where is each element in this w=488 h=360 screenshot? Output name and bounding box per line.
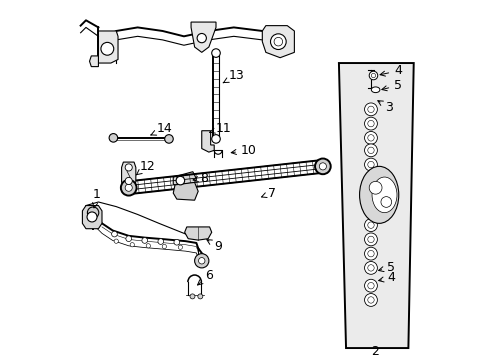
Text: 8: 8	[193, 172, 207, 185]
Circle shape	[364, 144, 377, 157]
Text: 2: 2	[370, 345, 378, 358]
Circle shape	[158, 239, 163, 244]
Circle shape	[197, 33, 206, 43]
Circle shape	[367, 120, 373, 127]
Circle shape	[87, 212, 97, 222]
Text: 12: 12	[136, 160, 155, 175]
Circle shape	[367, 297, 373, 303]
Ellipse shape	[370, 87, 379, 93]
Circle shape	[319, 163, 326, 170]
Text: 4: 4	[378, 271, 394, 284]
Circle shape	[125, 177, 132, 185]
Circle shape	[198, 257, 204, 264]
Circle shape	[125, 236, 131, 242]
Circle shape	[364, 247, 377, 260]
Text: 1: 1	[93, 188, 101, 208]
Circle shape	[314, 158, 330, 174]
Polygon shape	[262, 26, 294, 58]
Text: 9: 9	[206, 240, 222, 253]
Circle shape	[111, 231, 117, 237]
Circle shape	[364, 293, 377, 306]
Circle shape	[114, 239, 118, 243]
Text: 3: 3	[377, 101, 392, 114]
Circle shape	[367, 236, 373, 243]
Text: 6: 6	[197, 269, 213, 285]
Circle shape	[367, 265, 373, 271]
Circle shape	[190, 294, 195, 299]
Polygon shape	[184, 227, 211, 240]
Circle shape	[380, 197, 391, 207]
Circle shape	[164, 135, 173, 143]
Circle shape	[211, 135, 220, 143]
Circle shape	[142, 238, 147, 243]
Polygon shape	[82, 206, 102, 229]
Text: 7: 7	[261, 186, 275, 199]
Circle shape	[130, 243, 134, 247]
Circle shape	[367, 251, 373, 257]
Text: 5: 5	[378, 261, 394, 274]
Circle shape	[364, 219, 377, 231]
Circle shape	[367, 106, 373, 113]
Circle shape	[364, 117, 377, 130]
Circle shape	[273, 37, 282, 46]
Polygon shape	[122, 162, 136, 187]
Circle shape	[270, 34, 285, 50]
Text: 5: 5	[381, 79, 401, 92]
Circle shape	[367, 283, 373, 289]
Circle shape	[146, 244, 150, 248]
Circle shape	[364, 279, 377, 292]
Circle shape	[198, 294, 203, 299]
Circle shape	[176, 176, 184, 185]
Circle shape	[109, 134, 118, 142]
Circle shape	[125, 164, 132, 171]
Circle shape	[364, 131, 377, 144]
Circle shape	[174, 239, 179, 245]
Polygon shape	[202, 131, 214, 152]
Circle shape	[364, 103, 377, 116]
Circle shape	[364, 158, 377, 171]
Circle shape	[364, 261, 377, 274]
Polygon shape	[98, 31, 118, 63]
Circle shape	[101, 42, 114, 55]
Text: 13: 13	[223, 69, 244, 83]
Circle shape	[368, 71, 377, 80]
Ellipse shape	[371, 177, 396, 213]
Polygon shape	[89, 56, 98, 67]
Circle shape	[364, 233, 377, 246]
Polygon shape	[173, 183, 198, 200]
Circle shape	[368, 181, 381, 194]
Text: 14: 14	[151, 122, 172, 135]
Text: 4: 4	[379, 64, 401, 77]
Circle shape	[211, 49, 220, 57]
Circle shape	[125, 184, 132, 191]
Polygon shape	[338, 63, 413, 348]
Text: 10: 10	[231, 144, 256, 157]
Circle shape	[367, 161, 373, 168]
Circle shape	[87, 207, 99, 219]
Circle shape	[162, 244, 166, 249]
Polygon shape	[173, 172, 196, 188]
Circle shape	[178, 245, 182, 249]
Circle shape	[121, 180, 136, 195]
Polygon shape	[191, 22, 216, 52]
Circle shape	[370, 73, 375, 78]
Circle shape	[367, 222, 373, 228]
Circle shape	[367, 135, 373, 141]
Circle shape	[194, 254, 208, 268]
Text: 11: 11	[209, 122, 230, 135]
Circle shape	[367, 147, 373, 153]
Ellipse shape	[359, 166, 398, 223]
